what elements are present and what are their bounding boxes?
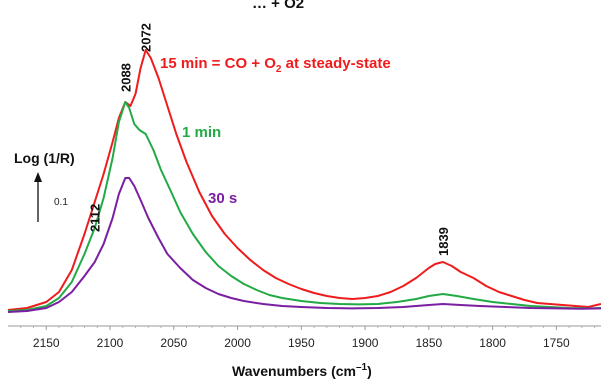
x-tick-label: 1900 [352, 336, 379, 350]
series-layer [7, 49, 601, 313]
x-tick-label: 1850 [415, 336, 442, 350]
x-tick-label: 2100 [97, 336, 124, 350]
legend-label-15min-suffix: at steady-state [281, 55, 390, 72]
x-tick-label: 1800 [479, 336, 506, 350]
x-tick-label: 1950 [288, 336, 315, 350]
y-axis-label: Log (1/R) [14, 150, 75, 166]
legend-label-15min: 15 min = CO + O2 at steady-state [160, 55, 391, 75]
legend-label-15min-sub: 2 [276, 64, 282, 75]
scale-bar-arrowhead [34, 172, 42, 182]
scale-bar-label: 0.1 [54, 197, 68, 208]
peak-annotation: 2072 [139, 23, 154, 52]
x-axis-label-close: ) [367, 363, 372, 379]
chart-title-fragment: … + O2 [252, 0, 304, 12]
legend-label-1min: 1 min [182, 124, 221, 141]
x-tick-label: 1750 [543, 336, 570, 350]
peak-annotation: 2088 [118, 63, 133, 92]
x-tick-label: 2150 [33, 336, 60, 350]
x-axis-label: Wavenumbers (cm–1) [232, 362, 372, 379]
peak-annotation: 1839 [436, 227, 451, 256]
series-line-2 [7, 101, 601, 312]
annotation-layer: 2072 2088 2112 1839 [88, 23, 451, 256]
x-axis-label-main: Wavenumbers (cm [232, 363, 356, 379]
legend-label-30s: 30 s [208, 190, 237, 207]
series-line-3 [7, 177, 601, 313]
legend-label-15min-prefix: 15 min = CO + O [160, 55, 276, 72]
x-tick-label: 2050 [160, 336, 187, 350]
tick-layer: 2150 2100 2050 2000 1950 1900 1850 1800 1750 [20, 326, 596, 350]
x-tick-label: 2000 [224, 336, 251, 350]
peak-annotation: 2112 [88, 204, 103, 232]
x-axis-label-sup: –1 [356, 362, 368, 373]
series-line-1 [7, 49, 601, 311]
